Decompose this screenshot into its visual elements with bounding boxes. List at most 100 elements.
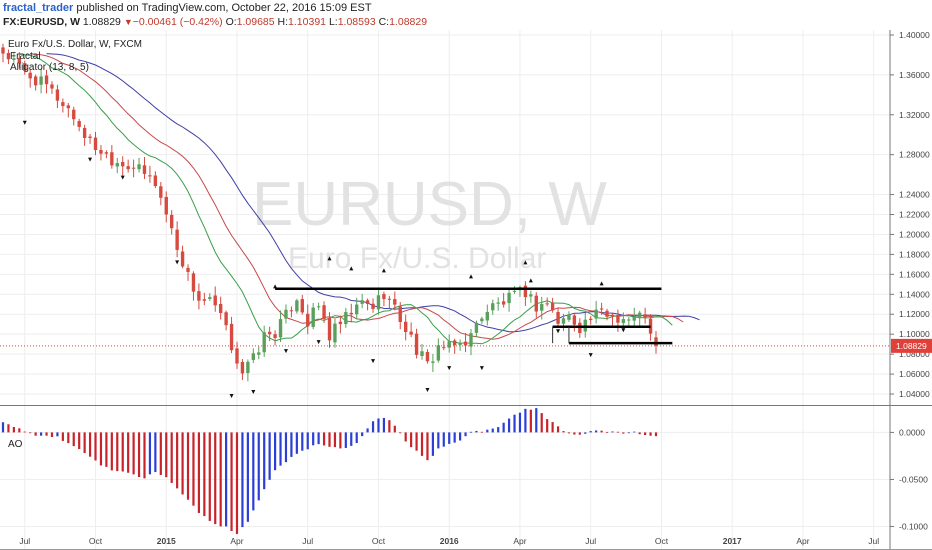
time-tick-label: 2016 [440,536,459,546]
candle-body [485,311,489,321]
candle-body [333,323,337,343]
fractal-down-icon [425,388,430,393]
ao-bar [491,428,494,433]
ao-bar [578,432,581,435]
candle-body [616,315,620,323]
candle-body [463,341,468,346]
ao-bar [507,418,511,433]
fractal-down-icon [479,366,484,371]
legend-alligator[interactable]: Alligator (13, 8, 5) [10,62,89,73]
fractal-down-icon [120,175,125,180]
horizontal-levels[interactable] [0,287,890,347]
ao-bar [284,432,288,463]
ao-bar [127,432,130,473]
ao-bar [252,432,255,511]
ao-bar [486,429,489,433]
candle-body [621,319,626,324]
ao-bar [350,432,353,446]
candle-body [137,164,141,170]
ao-bar [263,432,266,490]
ao-bar [192,432,195,506]
ao-bar [339,432,342,449]
candle-body [404,321,408,333]
open-label: O: [225,16,237,28]
ao-bar [301,432,304,451]
high-label: H: [277,16,289,28]
candle-body [393,299,397,305]
ao-bar [513,414,516,433]
candle-body [278,319,283,338]
ao-bar [132,432,135,475]
candle-body [66,105,70,109]
close-label: C: [378,16,390,28]
ao-bar [502,422,505,433]
ao-bar [61,432,64,441]
last-price-tag-label: 1.08829 [896,341,927,351]
publish-info: fractal_trader published on TradingView.… [3,2,372,14]
ao-bar [404,432,407,442]
candle-body [414,333,419,355]
ao-bar [203,432,206,517]
watermark-symbol: EURUSD, W [252,170,607,239]
candle-body [316,306,321,308]
candle-body [523,285,528,298]
candle-body [425,351,430,362]
ao-bar [638,432,641,435]
candle-body [251,353,256,360]
candle-body [387,298,392,300]
price-tick-label: 1.08000 [899,349,930,359]
candle-body [159,186,163,198]
candle-body [469,333,473,347]
high-value: 1.10391 [288,16,327,28]
fractal-up-icon [599,281,604,286]
candle-body [599,308,604,310]
ao-bar [1,422,5,433]
ao-bar [654,432,658,437]
ao-bar [83,432,86,454]
ao-bar [589,431,592,433]
candle-body [246,361,250,374]
chart-area[interactable]: EURUSD, W Euro Fx/U.S. Dollar 1.40000 1.3… [0,30,932,550]
ao-bar [584,432,587,434]
ao-bar [366,428,369,433]
ao-tick-label: 0.0000 [899,427,925,437]
ao-bar [208,432,211,521]
ao-bar [137,432,141,477]
ao-bar [622,432,625,434]
candle-body [605,310,609,317]
ao-bar [56,432,59,437]
fractal-down-icon [175,260,180,265]
ao-bar [18,428,21,433]
candle-body [512,290,517,292]
candle-body [1,47,5,54]
price-tick-label: 1.16000 [899,269,930,279]
price-tick-label: 1.22000 [899,210,930,220]
ao-bar [121,432,124,472]
candle-body [289,310,294,312]
candle-body [218,303,223,314]
ao-bar [257,432,260,501]
ao-bar [420,432,424,456]
ao-bar [241,432,244,528]
fractal-down-icon [371,359,376,364]
ao-bar [148,432,152,475]
ao-bar [627,432,630,434]
candle-body [99,149,103,154]
candle-body [240,362,245,374]
ao-bar [39,432,43,436]
time-tick-label: Jul [868,536,879,546]
ao-bar [214,432,217,525]
ao-bar [176,432,179,489]
candle-body [311,307,315,327]
candle-body [39,76,43,85]
candle-body [148,175,152,177]
ao-bar [453,432,456,443]
ao-bar [361,432,364,437]
candle-body [164,196,168,215]
candle-body [229,323,234,351]
author-link[interactable]: fractal_trader [3,2,74,14]
candle-body [77,121,81,127]
legend-fractal[interactable]: Fractal [10,51,41,62]
last-price: 1.08829 [82,16,121,28]
ao-bar [219,432,222,527]
